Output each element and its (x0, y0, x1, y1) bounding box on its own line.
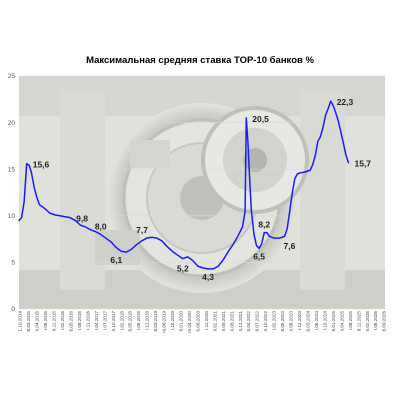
x-tick-label: 8.05.2018 (128, 311, 133, 332)
x-tick-label: III.06.2019 (162, 311, 167, 333)
x-tick-label: 8.01.2020 (179, 311, 184, 332)
x-tick-label: 8.11.2025 (356, 311, 361, 332)
x-tick-label: I.08.2025 (348, 311, 353, 331)
x-axis: 1.10.2014 8.03.2015 II.04.2015 I.08.2015 8.1… (18, 311, 387, 333)
y-tick-label: 0 (11, 306, 15, 313)
x-tick-label: I.08.2018 (136, 311, 141, 331)
x-tick-label: 8.07.2022 (255, 311, 260, 332)
data-label: 6,1 (110, 255, 122, 265)
x-tick-label: 8.03.2015 (26, 311, 31, 332)
x-tick-label: I.02.2023 (272, 311, 277, 331)
series-layer (18, 100, 350, 270)
x-tick-label: 8.01.2025 (331, 311, 336, 332)
y-axis: 0 5 10 15 20 25 (8, 73, 16, 313)
data-label: 9,8 (76, 214, 88, 224)
x-tick-label: II.08.2021 (229, 311, 234, 332)
series-line (18, 100, 350, 270)
x-tick-label: I.02.2018 (119, 311, 124, 331)
data-label: 15,7 (354, 159, 371, 169)
x-tick-label: II.02.2026 (365, 311, 370, 332)
y-tick-label: 20 (8, 120, 16, 127)
y-tick-label: 25 (8, 73, 16, 80)
data-label: 5,2 (177, 264, 189, 274)
x-tick-label: 8.03.2024 (306, 311, 311, 332)
x-tick-label: I.08.2016 (77, 311, 82, 331)
x-tick-label: 1.10.2014 (18, 311, 23, 332)
data-label: 22,3 (337, 97, 354, 107)
x-tick-label: I.10.2019 (170, 311, 175, 331)
x-tick-label: I.06.2026 (373, 311, 378, 331)
x-tick-label: I.02.2016 (60, 311, 65, 331)
x-tick-label: I.04.2017 (94, 311, 99, 331)
data-label: 8,0 (95, 221, 107, 231)
data-label: 6,5 (253, 251, 265, 261)
x-tick-label: II.10.2017 (111, 311, 116, 332)
y-tick-label: 5 (11, 260, 15, 267)
x-tick-label: 6.05.2016 (68, 311, 73, 332)
x-tick-label: I.11.2016 (85, 311, 90, 330)
data-label: 20,5 (252, 114, 269, 124)
data-labels: 15,6 9,8 8,0 6,1 7,7 5,2 4,3 20,5 8,2 6,5 7,6 22,3 1… (33, 97, 372, 282)
x-tick-label: III.04.2020 (187, 311, 192, 333)
x-tick-label: II.08.2023 (289, 311, 294, 332)
gridlines (19, 75, 385, 310)
data-label: 15,6 (33, 160, 50, 170)
x-tick-label: II.05.2021 (221, 311, 226, 332)
x-tick-label: II.04.2025 (339, 311, 344, 332)
x-tick-label: II.10.2022 (263, 311, 268, 332)
y-tick-label: 10 (8, 213, 16, 220)
x-tick-label: I.11.2020 (204, 311, 209, 330)
x-tick-label: I.12.2023 (297, 311, 302, 331)
x-tick-label: I.10.2024 (322, 311, 327, 331)
x-tick-label: I.07.2017 (102, 311, 107, 331)
x-tick-label: 8.09.2026 (382, 311, 387, 332)
vault-door-background-image (19, 76, 385, 309)
y-tick-label: 15 (8, 166, 16, 173)
data-label: 4,3 (202, 272, 214, 282)
x-tick-label: 8.11.2015 (52, 311, 57, 332)
chart-title: Максимальная средняя ставка ТОР-10 банко… (86, 55, 314, 66)
x-tick-label: I.12.2018 (145, 311, 150, 331)
x-tick-label: 6.08.2020 (195, 311, 200, 332)
x-tick-label: II.12.2021 (238, 311, 243, 332)
x-tick-label: 8.05.2023 (280, 311, 285, 332)
x-tick-label: I.06.2024 (314, 311, 319, 331)
data-label: 8,2 (258, 220, 270, 230)
data-label: 7,6 (284, 241, 296, 251)
x-tick-label: 8.03.2019 (153, 311, 158, 332)
x-tick-label: 8.04.2022 (246, 311, 251, 332)
x-tick-label: II.04.2015 (35, 311, 40, 332)
data-label: 7,7 (136, 225, 148, 235)
x-tick-label: I.08.2015 (43, 311, 48, 331)
x-tick-label: II.02.2021 (212, 311, 217, 332)
